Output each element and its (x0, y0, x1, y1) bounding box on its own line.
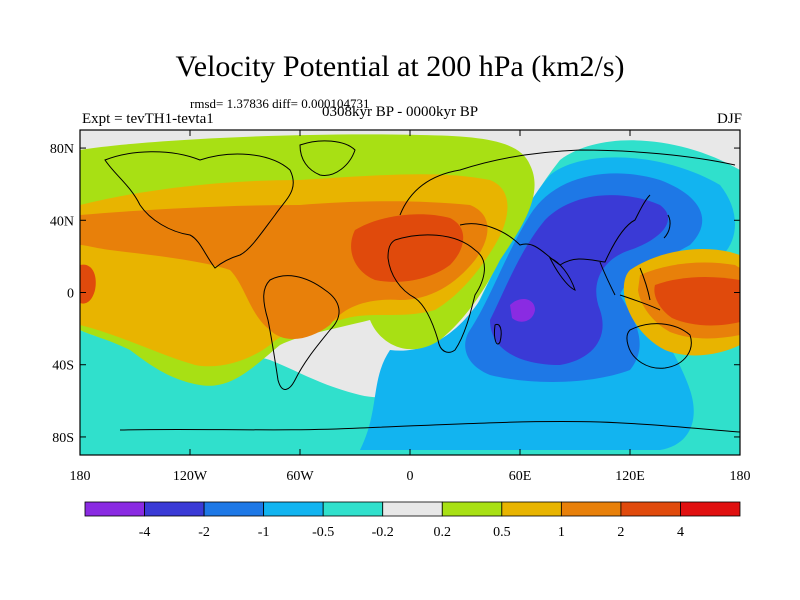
colorbar-swatch (322, 501, 384, 517)
colorbar-label: 4 (677, 525, 684, 540)
contour-field (80, 130, 740, 455)
contour-level-neg-0-2-west (80, 390, 340, 455)
colorbar-label: 0.5 (493, 525, 511, 540)
coastlines (104, 140, 740, 433)
colorbar-label: 1 (558, 525, 565, 540)
colorbar-swatch (620, 501, 681, 517)
lon-tick-label: 60W (286, 469, 314, 484)
map-title: Velocity Potential at 200 hPa (km2/s) (175, 50, 625, 83)
contour-level-pos-2-wpac (654, 277, 740, 326)
coastline-antarctica (119, 421, 740, 433)
coastline-greenland (299, 140, 356, 176)
axis-labels: 80N 40N 0 40S 80S 180 120W 60W 0 60E 120E 180 (50, 142, 751, 484)
colorbar-swatch (680, 501, 741, 517)
coastline-africa (387, 234, 485, 353)
coastline-eurasia (399, 149, 736, 266)
colorbar-swatch (560, 501, 622, 517)
lat-tick-label: 40N (50, 214, 74, 229)
contour-level-neg-2 (490, 195, 669, 365)
colorbar-swatch (263, 501, 324, 517)
colorbar-swatch (441, 501, 503, 517)
colorbar-swatch (382, 501, 443, 517)
coastline-south-america (263, 275, 340, 390)
lon-tick-label: 60E (509, 469, 532, 484)
lon-tick-label: 180 (70, 469, 91, 484)
colorbar-label: -4 (139, 525, 151, 540)
contour-level-neg-4 (510, 298, 535, 322)
colorbar-label: -0.2 (372, 525, 394, 540)
season-label: DJF (716, 111, 742, 127)
colorbar-swatch (144, 501, 205, 517)
period-label: 0308kyr BP - 0000kyr BP (322, 104, 479, 120)
lon-tick-label: 180 (730, 469, 751, 484)
rmsd-diff-stats: rmsd= 1.37836 diff= 0.000104731 (190, 96, 370, 111)
experiment-label: Expt = tevTH1-tevta1 (82, 111, 214, 127)
colorbar-swatch (501, 501, 562, 517)
contour-level-pos-2-west (80, 264, 96, 304)
lon-tick-label: 120E (615, 469, 645, 484)
colorbar-label: -1 (258, 525, 270, 540)
colorbar-label: 2 (617, 525, 624, 540)
colorbar-swatch (84, 501, 145, 517)
lat-tick-label: 80N (50, 142, 74, 157)
coastline-north-america (104, 151, 294, 269)
coastline-madagascar (494, 323, 502, 345)
lon-tick-label: 120W (173, 469, 208, 484)
contour-level-pos-2 (351, 214, 464, 282)
colorbar-label: 0.2 (434, 525, 452, 540)
coastline-southeast-asia (599, 261, 661, 311)
colorbar: -4 -2 -1 -0.5 -0.2 0.2 0.5 1 2 4 (84, 501, 741, 540)
lat-tick-label: 40S (52, 359, 74, 374)
coastline-india (548, 257, 576, 291)
colorbar-label: -2 (198, 525, 210, 540)
lat-tick-label: 0 (67, 287, 74, 302)
lon-tick-label: 0 (407, 469, 414, 484)
coastline-japan (663, 214, 671, 239)
axis-ticks (79, 130, 741, 455)
lat-tick-label: 80S (52, 431, 74, 446)
coastline-australia (626, 323, 692, 369)
colorbar-swatch (203, 501, 265, 517)
colorbar-label: -0.5 (312, 525, 334, 540)
